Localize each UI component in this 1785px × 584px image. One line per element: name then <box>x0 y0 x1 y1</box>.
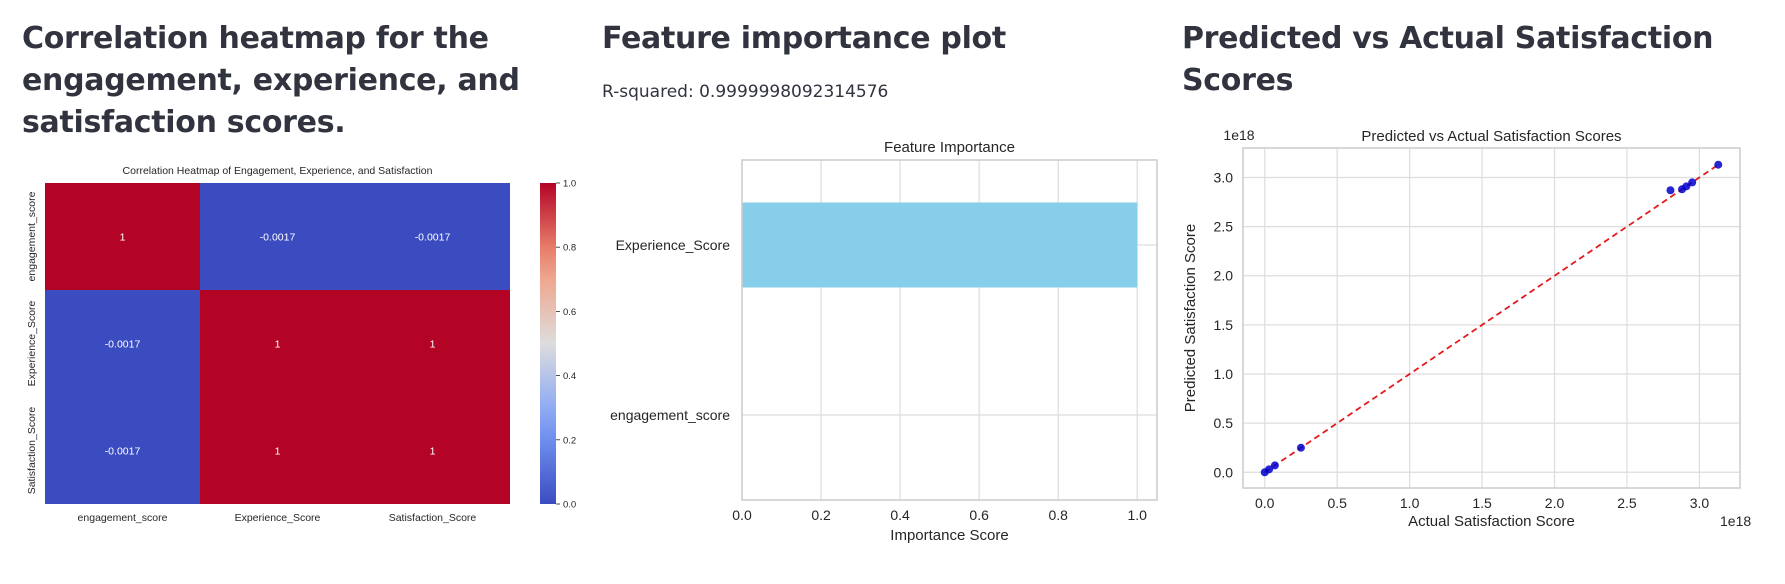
scatter-x-offset-label: 1e18 <box>1720 513 1751 529</box>
bar-x-tick-label: 0.0 <box>732 507 752 523</box>
scatter-x-tick-label: 1.0 <box>1400 495 1420 511</box>
heatmap-x-tick-label: engagement_score <box>78 512 168 524</box>
bar-x-axis-label: Importance Score <box>890 527 1008 544</box>
scatter-x-tick-label: 2.5 <box>1617 495 1637 511</box>
scatter-x-tick-label: 2.0 <box>1545 495 1565 511</box>
bar-x-tick-label: 0.6 <box>969 507 989 523</box>
bar-plot-frame <box>741 159 1158 501</box>
bar-x-tick-label: 0.8 <box>1048 507 1068 523</box>
scatter-y-tick-label: 0.5 <box>1214 415 1234 431</box>
heatmap-annotation: -0.0017 <box>105 339 141 351</box>
ideal-fit-line <box>1264 163 1719 474</box>
heatmap-y-tick-label: Satisfaction_Score <box>26 407 38 495</box>
predicted-vs-actual-chart: Predicted vs Actual Satisfaction Scores 0… <box>1182 127 1751 530</box>
heatmap-annotation: 1 <box>120 232 126 244</box>
heatmap-cell <box>200 183 355 290</box>
scatter-heading: Predicted vs Actual Satisfaction Scores <box>1182 21 1714 98</box>
bar-x-tick-label: 1.0 <box>1128 507 1148 523</box>
scatter-x-tick-label: 1.5 <box>1472 495 1492 511</box>
colorbar-tick-label: 0.2 <box>563 435 576 446</box>
heatmap-annotation: -0.0017 <box>105 446 141 458</box>
heatmap-annotation: -0.0017 <box>415 232 451 244</box>
scatter-point <box>1688 178 1697 187</box>
heatmap-x-tick-label: Satisfaction_Score <box>389 512 477 524</box>
bar-y-tick-label: Experience_Score <box>616 237 731 253</box>
scatter-point <box>1666 186 1675 195</box>
scatter-x-tick-label: 3.0 <box>1690 495 1710 511</box>
importance-heading: Feature importance plot <box>602 21 1006 56</box>
scatter-point <box>1265 465 1274 474</box>
heatmap-x-tick-label: Experience_Score <box>235 512 321 524</box>
heatmap-cell <box>45 183 200 290</box>
colorbar-tick-label: 0.8 <box>563 243 576 254</box>
heatmap-section: Correlation heatmap for the engagement, … <box>22 0 562 144</box>
colorbar-tick-label: 0.0 <box>563 500 576 511</box>
scatter-y-tick-label: 1.0 <box>1214 366 1234 382</box>
bar-x-tick-label: 0.4 <box>890 507 910 523</box>
heatmap-annotation: -0.0017 <box>260 232 296 244</box>
heatmap-title: Correlation Heatmap of Engagement, Exper… <box>123 165 433 177</box>
heatmap-annotation: 1 <box>430 446 436 458</box>
colorbar-tick-label: 1.0 <box>563 179 576 190</box>
scatter-point <box>1682 182 1691 191</box>
scatter-y-tick-label: 3.0 <box>1214 169 1234 185</box>
heatmap-cell <box>45 290 200 397</box>
scatter-point <box>1270 461 1279 470</box>
scatter-section: Predicted vs Actual Satisfaction Scores <box>1182 0 1772 102</box>
bar-y-tick-label: engagement_score <box>610 407 730 423</box>
heatmap-y-tick-label: engagement_score <box>26 191 38 281</box>
colorbar-tick-label: 0.4 <box>563 371 576 382</box>
heatmap-heading: Correlation heatmap for the engagement, … <box>22 21 520 140</box>
r-squared-text: R-squared: 0.9999998092314576 <box>602 82 889 102</box>
heatmap-cell <box>355 183 510 290</box>
importance-section: Feature importance plot R-squared: 0.999… <box>602 0 1162 102</box>
scatter-title: Predicted vs Actual Satisfaction Scores <box>1361 128 1621 145</box>
bar-x-tick-label: 0.2 <box>811 507 831 523</box>
heatmap-annotation: 1 <box>275 339 281 351</box>
correlation-heatmap-chart: Correlation Heatmap of Engagement, Exper… <box>26 165 576 524</box>
bar-chart-title: Feature Importance <box>884 139 1015 156</box>
heatmap-annotation: 1 <box>275 446 281 458</box>
scatter-plot-frame <box>1242 147 1741 489</box>
heatmap-cell <box>200 397 355 504</box>
scatter-point <box>1714 160 1723 169</box>
scatter-y-axis-label: Predicted Satisfaction Score <box>1182 224 1199 412</box>
scatter-x-tick-label: 0.0 <box>1255 495 1275 511</box>
scatter-y-tick-label: 0.0 <box>1214 464 1234 480</box>
scatter-x-axis-label: Actual Satisfaction Score <box>1408 513 1575 530</box>
scatter-y-tick-label: 2.0 <box>1214 268 1234 284</box>
heatmap-cell <box>200 290 355 397</box>
heatmap-cell <box>355 290 510 397</box>
heatmap-cell <box>355 397 510 504</box>
scatter-point <box>1296 443 1305 452</box>
importance-bar <box>742 202 1138 288</box>
heatmap-annotation: 1 <box>430 339 436 351</box>
heatmap-colorbar <box>540 183 556 504</box>
feature-importance-chart: Feature Importance 0.0 0.2 0.4 0.6 0.8 1.0 Expe… <box>610 139 1158 544</box>
scatter-y-offset-label: 1e18 <box>1223 127 1254 143</box>
heatmap-cell <box>45 397 200 504</box>
scatter-y-tick-label: 2.5 <box>1214 219 1234 235</box>
scatter-x-tick-label: 0.5 <box>1327 495 1347 511</box>
heatmap-y-tick-label: Experience_Score <box>26 300 38 386</box>
colorbar-tick-label: 0.6 <box>563 307 576 318</box>
scatter-y-tick-label: 1.5 <box>1214 317 1234 333</box>
